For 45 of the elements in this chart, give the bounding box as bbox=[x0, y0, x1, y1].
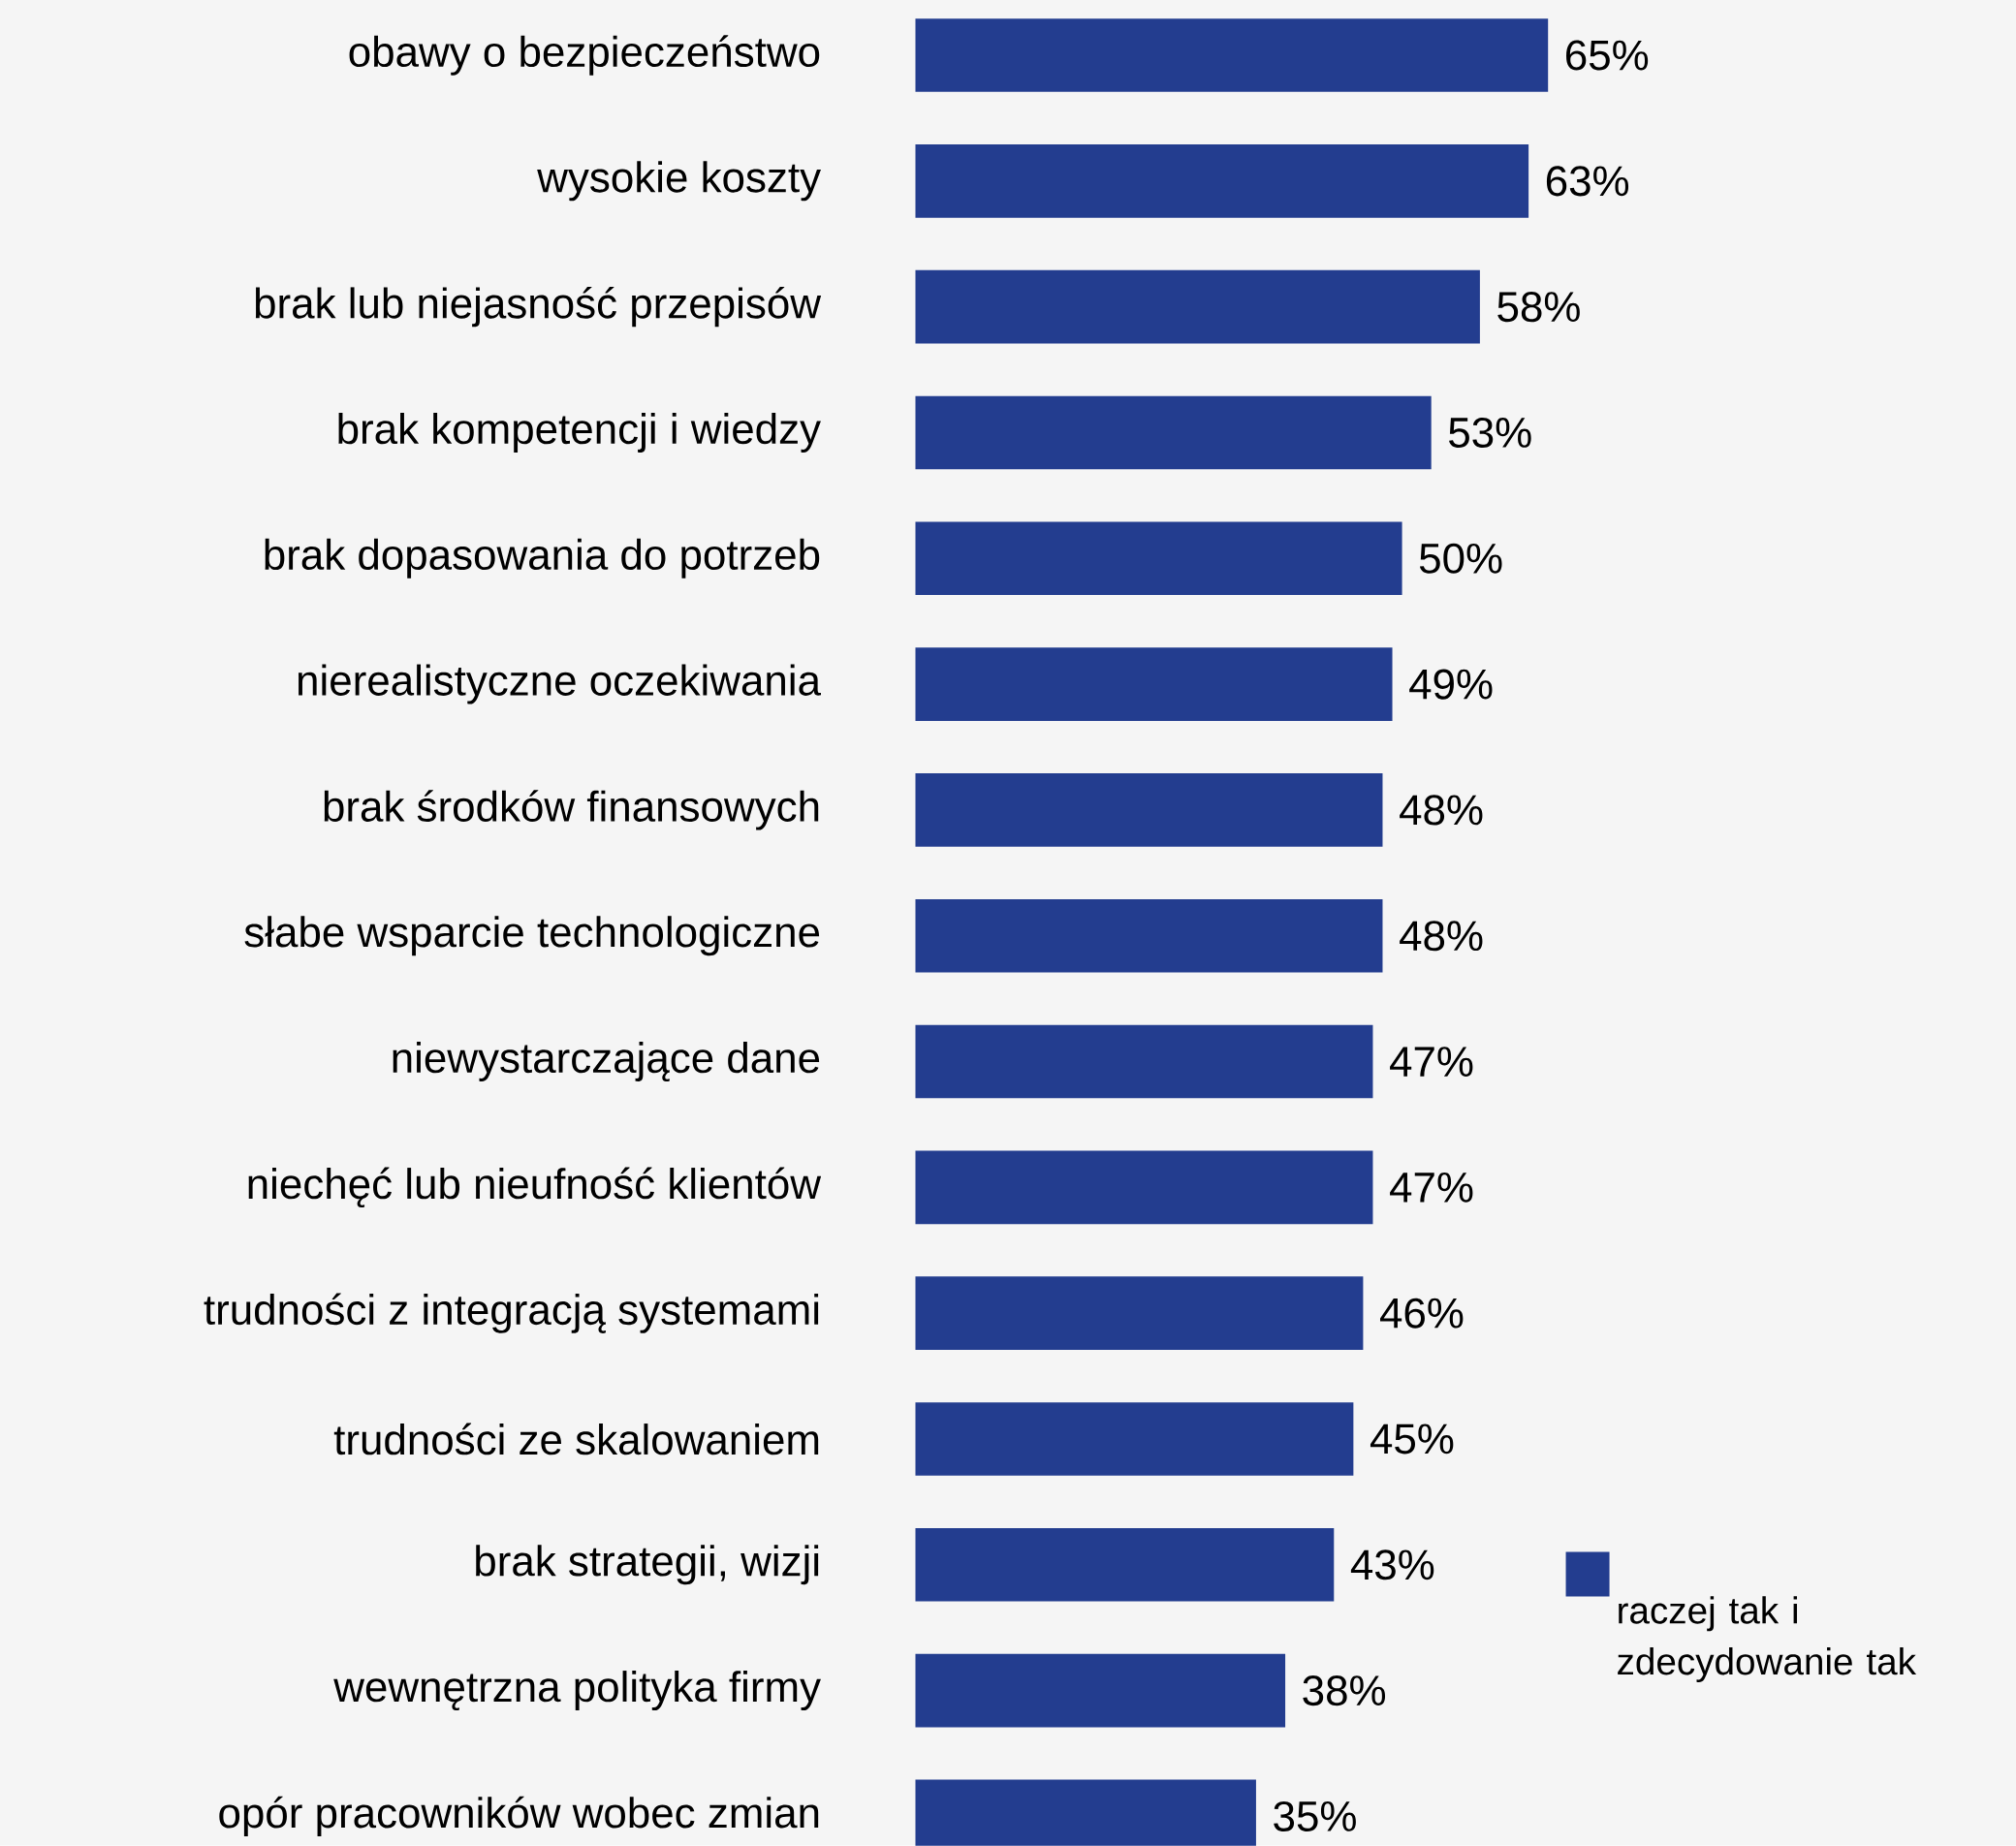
data-label: 46% bbox=[1380, 1298, 1464, 1329]
y-tick-label: nierealistyczne oczekiwania bbox=[298, 664, 822, 704]
data-label: 63% bbox=[1546, 166, 1629, 197]
data-label: 50% bbox=[1419, 543, 1502, 574]
data-label: 58% bbox=[1497, 292, 1580, 323]
y-tick-label: obawy o bezpieczeństwo bbox=[349, 35, 820, 76]
bar bbox=[915, 1653, 1286, 1728]
data-label: 38% bbox=[1303, 1675, 1386, 1706]
bar bbox=[915, 144, 1529, 218]
data-label: 47% bbox=[1390, 1047, 1473, 1077]
bar bbox=[915, 773, 1383, 847]
data-label: 47% bbox=[1390, 1173, 1473, 1203]
data-label: 35% bbox=[1274, 1800, 1356, 1832]
y-tick-label: trudności z integracją systemami bbox=[204, 1293, 819, 1333]
data-label: 49% bbox=[1409, 669, 1493, 700]
data-label: 48% bbox=[1400, 921, 1483, 952]
data-label: 45% bbox=[1370, 1424, 1454, 1455]
bar bbox=[915, 18, 1549, 92]
legend-label: raczej tak i zdecydowanie tak bbox=[1618, 1596, 1917, 1683]
y-tick-label: brak dopasowania do potrzeb bbox=[265, 538, 820, 579]
bar bbox=[915, 1024, 1373, 1099]
y-tick-label: brak strategii, wizji bbox=[476, 1545, 819, 1585]
y-tick-label: trudności ze skalowaniem bbox=[333, 1423, 819, 1455]
data-label: 48% bbox=[1400, 795, 1483, 826]
y-tick-label: opór pracowników wobec zmian bbox=[219, 1796, 819, 1837]
data-label: 43% bbox=[1350, 1549, 1434, 1580]
bar bbox=[915, 647, 1393, 721]
bar bbox=[915, 269, 1480, 344]
y-tick-label: wewnętrzna polityka firmy bbox=[333, 1671, 821, 1711]
bar bbox=[915, 1276, 1364, 1351]
y-tick-label: brak środków finansowych bbox=[324, 790, 819, 830]
y-tick-label: niechęć lub nieufność klientów bbox=[248, 1167, 822, 1208]
y-tick-label: niewystarczające dane bbox=[393, 1042, 820, 1082]
bar bbox=[915, 395, 1432, 470]
data-label: 65% bbox=[1566, 40, 1649, 71]
y-tick-label: brak lub niejasność przepisów bbox=[255, 286, 822, 328]
bar bbox=[915, 1150, 1373, 1225]
bar bbox=[915, 1528, 1335, 1602]
bar bbox=[915, 1402, 1354, 1476]
bar bbox=[915, 521, 1402, 596]
y-tick-label: wysokie koszty bbox=[537, 161, 822, 202]
bar bbox=[915, 898, 1383, 973]
y-tick-label: słabe wsparcie technologiczne bbox=[244, 916, 820, 956]
y-tick-label: brak kompetencji i wiedzy bbox=[338, 413, 821, 453]
data-label: 53% bbox=[1449, 418, 1531, 449]
